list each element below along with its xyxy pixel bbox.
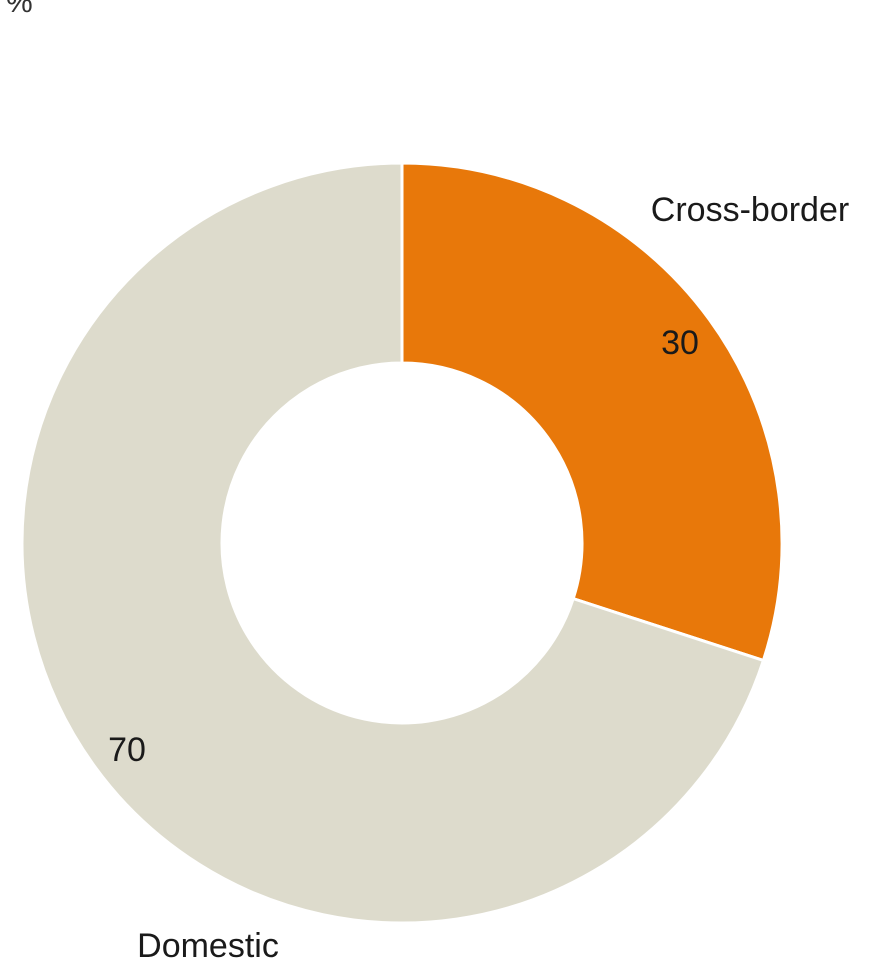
donut-slices [20, 161, 784, 925]
slice-name-label: Cross-border [651, 191, 849, 229]
slice-value-label: 30 [661, 324, 699, 362]
unit-label: % [6, 0, 33, 19]
slice-value-label: 70 [108, 731, 146, 769]
slice-name-label: Domestic [137, 927, 279, 964]
donut-slice-cross-border [400, 161, 784, 663]
donut-slice-domestic [20, 161, 766, 925]
donut-labels: 30 Cross-border 70 Domestic [108, 191, 849, 964]
